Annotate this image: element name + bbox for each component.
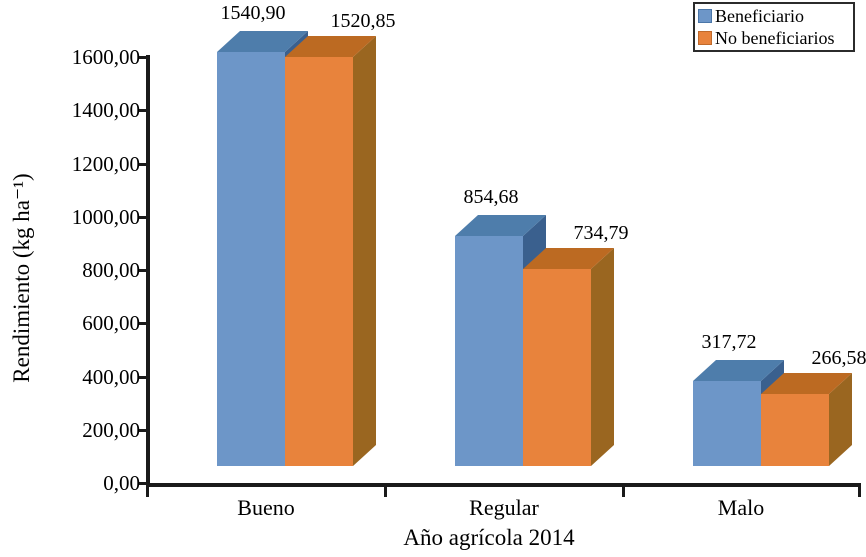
legend-swatch-no-beneficiarios — [698, 30, 712, 45]
bar-no-beneficiarios-malo-front-face — [761, 394, 829, 466]
y-axis-tick — [138, 109, 148, 113]
y-axis-tick-label: 1400,00 — [71, 98, 140, 123]
y-axis-tick-label: 200,00 — [82, 417, 140, 442]
y-axis-tick — [138, 215, 148, 219]
y-axis-tick — [138, 428, 148, 432]
x-axis-line — [146, 483, 861, 487]
y-axis-tick — [138, 322, 148, 326]
y-axis-line — [146, 55, 150, 487]
bar-value-label: 1520,85 — [330, 10, 396, 33]
legend: Beneficiario No beneficiarios — [693, 2, 855, 52]
y-axis-tick — [138, 482, 148, 485]
bar-value-label: 734,79 — [573, 221, 629, 244]
y-axis-tick — [138, 56, 148, 59]
y-axis-tick-label: 1600,00 — [71, 45, 140, 69]
bar-no-beneficiarios-regular-side-face — [591, 247, 614, 466]
bar-beneficiario-bueno-front-face — [217, 51, 285, 466]
y-axis-tick — [138, 162, 148, 166]
x-category-label: Regular — [469, 495, 539, 520]
bar-beneficiario-malo-front-face — [693, 380, 761, 466]
y-axis-tick-label: 600,00 — [82, 311, 140, 336]
x-axis-title: Año agrícola 2014 — [403, 525, 575, 550]
x-axis-tick — [384, 483, 387, 497]
x-axis-tick — [622, 483, 625, 497]
y-axis-tick — [138, 269, 148, 272]
bar-no-beneficiarios-regular-front-face — [523, 268, 591, 466]
y-axis-tick-label: 0,00 — [103, 471, 140, 495]
bar-no-beneficiarios-bueno-side-face — [353, 36, 376, 466]
bar-value-label: 317,72 — [701, 330, 757, 353]
y-axis-tick — [138, 375, 148, 379]
legend-swatch-beneficiario — [698, 9, 712, 24]
bar-no-beneficiarios-bueno-front-face — [285, 57, 353, 466]
bar-value-label: 266,58 — [811, 347, 866, 370]
y-axis-tick-label: 1000,00 — [71, 204, 140, 229]
bar-value-label: 854,68 — [463, 186, 519, 209]
y-axis-tick-label: 400,00 — [82, 364, 140, 389]
legend-item-no-beneficiarios: No beneficiarios — [698, 28, 850, 48]
x-axis-tick — [146, 483, 149, 497]
y-axis-tick-label: 800,00 — [82, 258, 140, 282]
legend-item-beneficiario: Beneficiario — [698, 6, 850, 26]
x-category-label: Bueno — [237, 495, 295, 520]
x-axis-tick — [858, 483, 861, 497]
bar-value-label: 1540,90 — [220, 1, 286, 24]
legend-label-beneficiario: Beneficiario — [715, 6, 804, 27]
legend-label-no-beneficiarios: No beneficiarios — [715, 27, 835, 48]
bar-beneficiario-regular-front-face — [455, 236, 523, 466]
y-axis-tick-label: 1200,00 — [71, 151, 140, 176]
x-category-label: Malo — [717, 495, 765, 520]
